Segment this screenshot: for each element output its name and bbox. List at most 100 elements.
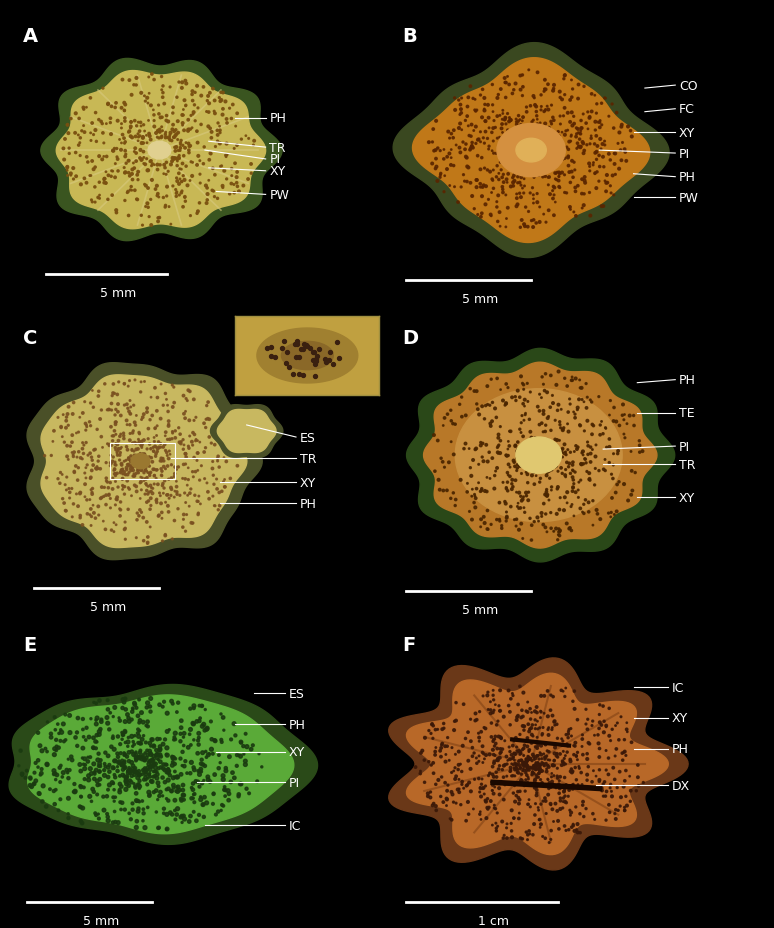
Point [530, 457, 543, 471]
Point [467, 92, 479, 107]
Point [567, 818, 580, 833]
Point [214, 120, 226, 135]
Point [182, 741, 194, 755]
Point [612, 444, 625, 458]
Point [118, 748, 130, 763]
Point [196, 753, 208, 767]
Point [74, 509, 87, 523]
Point [87, 128, 100, 143]
Point [57, 769, 69, 784]
Point [80, 150, 93, 165]
Point [98, 174, 110, 188]
Point [512, 198, 524, 213]
Point [613, 732, 625, 747]
Point [143, 130, 156, 145]
Point [152, 441, 165, 456]
Point [178, 94, 190, 109]
Point [129, 748, 142, 763]
Point [470, 120, 482, 135]
Point [129, 436, 142, 451]
Point [560, 780, 572, 794]
Point [89, 443, 101, 458]
Point [498, 113, 511, 128]
Point [488, 798, 501, 813]
Point [523, 824, 536, 839]
Point [98, 173, 111, 187]
Point [609, 147, 622, 161]
Point [156, 121, 168, 135]
Point [598, 138, 611, 153]
Point [559, 88, 571, 103]
Point [145, 442, 157, 457]
Point [228, 142, 241, 157]
Point [589, 147, 601, 161]
Point [122, 154, 135, 169]
Point [48, 747, 60, 762]
Point [502, 150, 514, 165]
Point [170, 140, 183, 155]
Point [609, 485, 622, 500]
Point [520, 100, 533, 115]
Point [540, 806, 553, 821]
Point [121, 414, 133, 429]
Point [116, 462, 128, 477]
Point [145, 754, 157, 768]
Point [528, 817, 540, 831]
Point [118, 398, 131, 413]
Point [171, 484, 183, 499]
Point [209, 734, 221, 749]
Point [603, 702, 615, 716]
Point [122, 185, 134, 200]
Point [526, 432, 538, 447]
Point [440, 792, 453, 806]
Point [552, 125, 564, 140]
Point [540, 485, 553, 500]
Point [196, 776, 208, 791]
Point [121, 186, 133, 200]
Point [505, 752, 518, 767]
Point [60, 733, 72, 748]
Point [617, 397, 629, 412]
Point [479, 114, 491, 129]
Point [66, 445, 78, 460]
Point [125, 464, 137, 479]
Point [70, 170, 82, 185]
Point [553, 503, 566, 518]
Point [205, 436, 217, 451]
Point [160, 168, 173, 183]
Point [570, 822, 583, 837]
Point [527, 197, 539, 212]
Point [87, 741, 99, 755]
Point [131, 193, 143, 208]
Point [533, 445, 545, 460]
Point [537, 404, 550, 419]
Point [515, 467, 528, 482]
Point [462, 725, 474, 740]
Point [163, 767, 176, 782]
Point [200, 441, 212, 456]
Point [604, 393, 617, 408]
Point [518, 778, 530, 793]
Point [550, 378, 563, 393]
Point [127, 460, 139, 475]
Point [118, 695, 130, 710]
Point [497, 152, 509, 167]
Point [577, 199, 590, 213]
Point [517, 110, 529, 125]
Point [548, 715, 560, 729]
Point [625, 735, 638, 750]
Point [54, 734, 67, 749]
Point [149, 381, 161, 396]
Point [180, 136, 192, 151]
Point [84, 446, 96, 461]
Point [137, 751, 149, 766]
Point [522, 744, 535, 759]
Point [180, 77, 193, 92]
Point [516, 182, 529, 197]
Point [214, 755, 226, 770]
Point [625, 130, 638, 145]
Point [202, 395, 214, 410]
Point [445, 127, 457, 142]
Point [529, 740, 542, 754]
Point [512, 811, 525, 826]
